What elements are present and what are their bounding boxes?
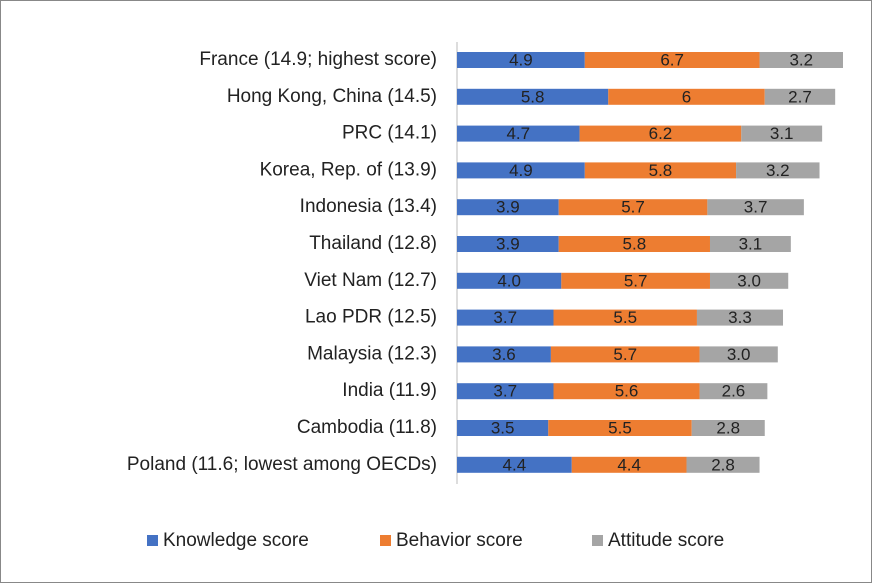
data-label: 5.7 xyxy=(624,271,648,290)
data-label: 6.2 xyxy=(649,124,673,143)
bar-segment xyxy=(741,125,823,142)
legend-swatch xyxy=(380,535,391,546)
data-label: 4.0 xyxy=(497,271,521,290)
bar-segment xyxy=(686,456,760,473)
data-label: 3.2 xyxy=(789,50,813,69)
data-label: 3.7 xyxy=(493,382,517,401)
data-label: 6 xyxy=(682,87,691,106)
y-tick-label: Lao PDR (12.5) xyxy=(305,307,437,328)
bar-segment xyxy=(457,162,585,179)
data-label: 3.9 xyxy=(496,234,520,253)
data-label: 3.7 xyxy=(744,198,768,217)
y-tick-label: Viet Nam (12.7) xyxy=(304,270,437,291)
bar-segment xyxy=(707,199,804,216)
bar-segment xyxy=(691,420,765,436)
bar-segment xyxy=(608,88,765,105)
data-label: 3.0 xyxy=(727,345,751,364)
bar-segment xyxy=(759,52,843,68)
bar-segment xyxy=(457,309,554,326)
bar-segment xyxy=(553,309,697,326)
data-label: 3.9 xyxy=(496,198,520,217)
legend-label: Knowledge score xyxy=(163,530,309,551)
y-tick-label: Poland (11.6; lowest among OECDs) xyxy=(127,454,437,475)
bar-segment xyxy=(457,383,554,400)
legend-swatch xyxy=(592,535,603,546)
bar-segment xyxy=(584,52,760,68)
data-label: 3.6 xyxy=(492,345,516,364)
data-label: 5.5 xyxy=(608,418,632,437)
legend-label: Behavior score xyxy=(396,530,523,551)
bar-segment xyxy=(553,383,700,400)
bar-segment xyxy=(457,236,559,252)
data-label: 2.8 xyxy=(716,418,740,437)
data-label: 3.0 xyxy=(737,271,761,290)
y-tick-label: France (14.9; highest score) xyxy=(199,49,437,70)
y-tick-label: India (11.9) xyxy=(342,380,437,401)
data-label: 3.2 xyxy=(766,161,790,180)
bar-segment xyxy=(699,383,768,400)
bar-segment xyxy=(548,420,692,436)
data-label: 2.6 xyxy=(722,382,746,401)
data-label: 5.7 xyxy=(613,345,637,364)
data-label: 4.4 xyxy=(503,455,527,474)
y-tick-label: Malaysia (12.3) xyxy=(307,343,437,364)
data-label: 4.9 xyxy=(509,161,533,180)
legend-label: Attitude score xyxy=(608,530,724,551)
data-label: 4.4 xyxy=(617,455,641,474)
y-tick-label: Indonesia (13.4) xyxy=(300,196,437,217)
y-tick-label: Cambodia (11.8) xyxy=(297,417,437,438)
bar-segment xyxy=(457,199,559,216)
data-label: 4.7 xyxy=(506,124,530,143)
bar-segment xyxy=(457,420,549,436)
data-label: 5.8 xyxy=(623,234,647,253)
bar-segment xyxy=(764,88,836,105)
bar-segment xyxy=(457,125,580,142)
data-label: 5.7 xyxy=(621,198,645,217)
bar-segment xyxy=(558,199,708,216)
data-label: 5.8 xyxy=(521,87,545,106)
data-label: 3.1 xyxy=(739,234,763,253)
bar-segment xyxy=(457,52,585,68)
data-label: 3.5 xyxy=(491,418,515,437)
bar-segment xyxy=(457,456,572,473)
y-tick-label: PRC (14.1) xyxy=(342,123,437,144)
data-label: 2.8 xyxy=(711,455,735,474)
data-label: 3.7 xyxy=(493,308,517,327)
bar-segment xyxy=(699,346,778,363)
bar-segment xyxy=(696,309,784,326)
bar-segment xyxy=(709,272,789,289)
bar-segment xyxy=(558,236,710,252)
bar-segment xyxy=(571,456,687,473)
y-tick-label: Korea, Rep. of (13.9) xyxy=(260,159,437,180)
bar-segment xyxy=(550,346,700,363)
bar-segment xyxy=(584,162,737,179)
legend-swatch xyxy=(147,535,158,546)
data-label: 5.8 xyxy=(649,161,673,180)
data-label: 2.7 xyxy=(788,87,812,106)
bar-segment xyxy=(736,162,820,179)
data-label: 3.3 xyxy=(728,308,752,327)
bar-segment xyxy=(457,88,609,105)
bar-segment xyxy=(457,272,562,289)
data-label: 6.7 xyxy=(660,50,684,69)
data-label: 3.1 xyxy=(770,124,794,143)
data-label: 5.6 xyxy=(615,382,639,401)
bar-segment xyxy=(579,125,742,142)
bar-segment xyxy=(709,236,791,252)
bar-segment xyxy=(561,272,710,289)
y-tick-label: Hong Kong, China (14.5) xyxy=(227,86,437,107)
data-label: 4.9 xyxy=(509,50,533,69)
bar-segment xyxy=(457,346,551,363)
y-tick-label: Thailand (12.8) xyxy=(309,233,437,254)
data-label: 5.5 xyxy=(613,308,637,327)
